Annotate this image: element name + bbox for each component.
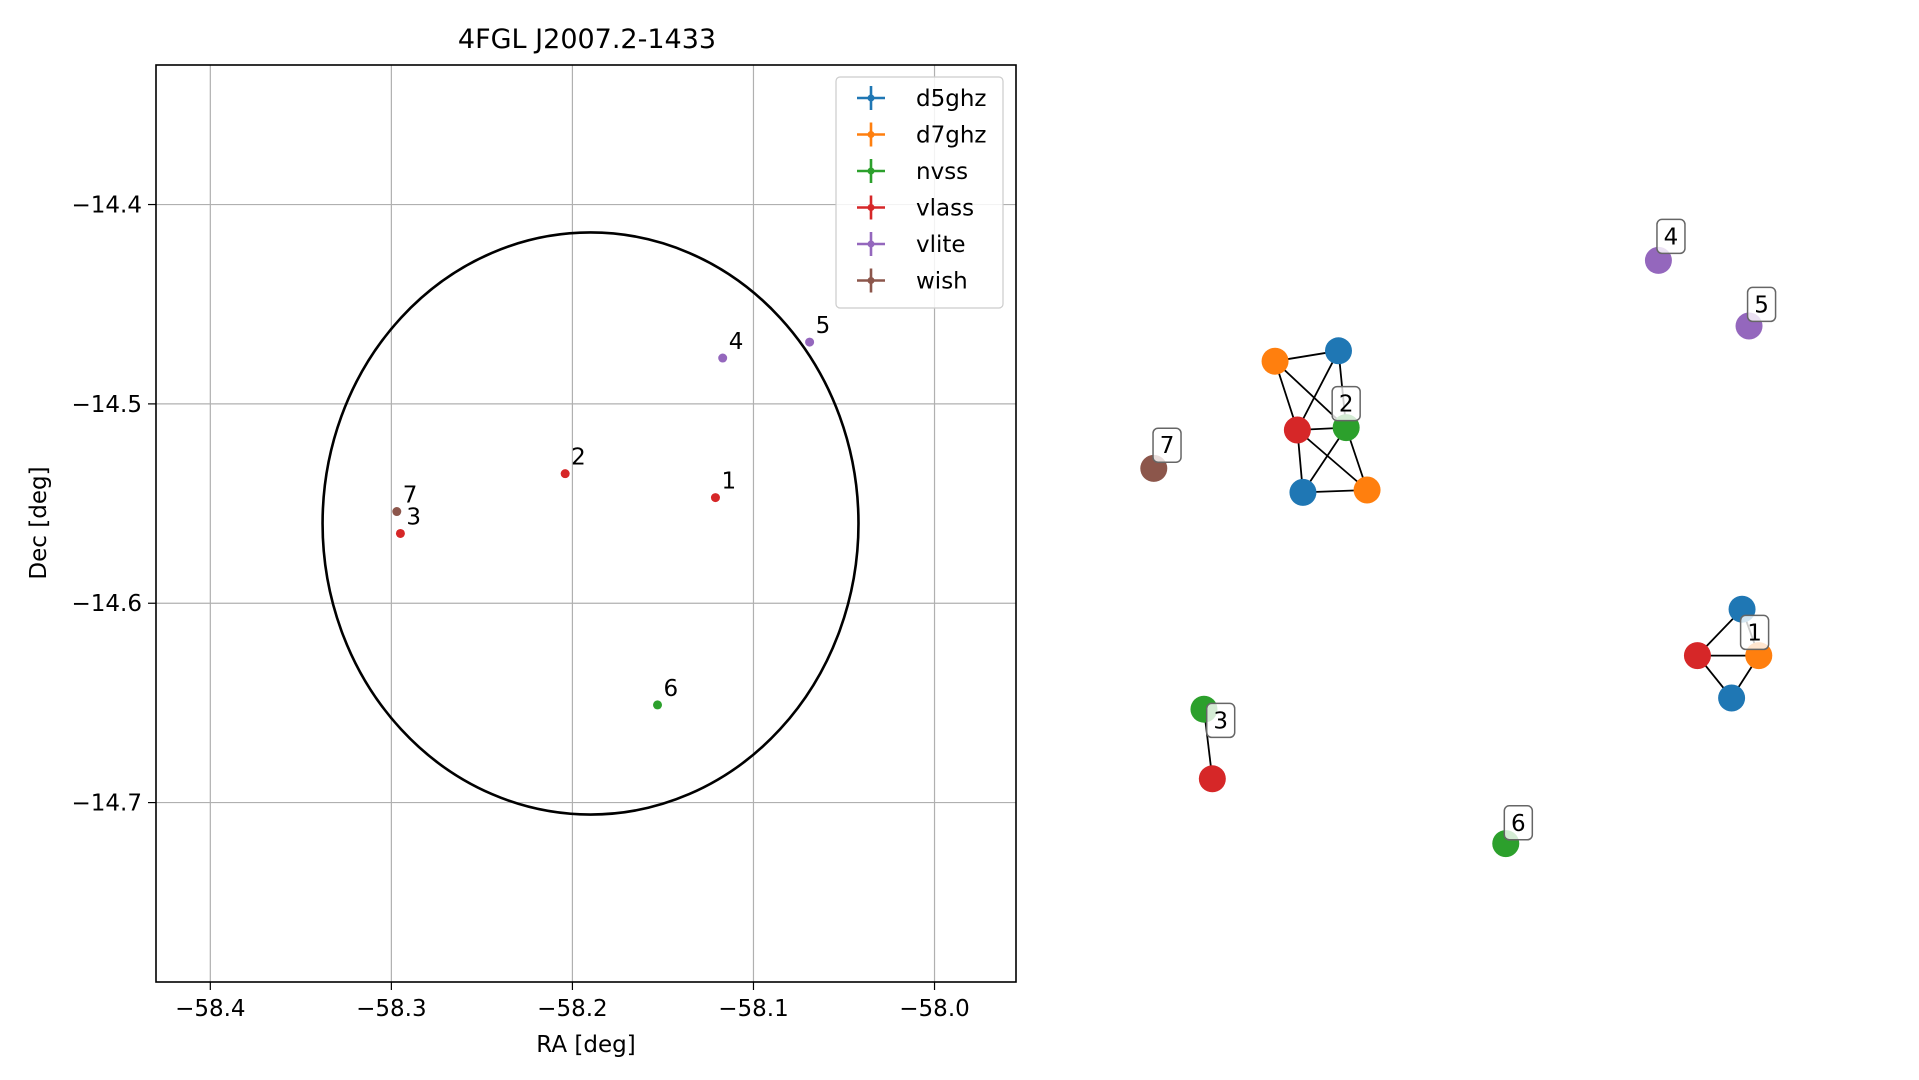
node-label-1: 1 — [1747, 620, 1762, 646]
node-label-box — [1152, 427, 1182, 463]
source-points: 1 2 3 4 5 6 7 — [392, 313, 831, 710]
source-point-6 — [653, 700, 663, 710]
node-label-box — [1503, 805, 1534, 841]
edge — [1296, 350, 1340, 431]
source-point-1 — [710, 493, 720, 503]
node-label-box — [1205, 702, 1236, 739]
y-tick-label: −14.6 — [72, 591, 142, 617]
source-label-4: 4 — [729, 329, 744, 355]
edge — [1296, 429, 1368, 491]
node-label-2: 2 — [1339, 392, 1354, 418]
legend-marker-dot — [867, 131, 875, 138]
source-point-4 — [718, 353, 728, 363]
legend-entry-wish: wish — [916, 269, 968, 295]
x-axis-label: RA [deg] — [536, 1032, 635, 1058]
y-axis-label: Dec [deg] — [26, 466, 52, 579]
node-label-7: 7 — [1160, 433, 1175, 459]
node-label-box — [1331, 385, 1361, 422]
legend-marker-dot — [867, 204, 875, 211]
axis-ticks: −58.4 −58.3 −58.2 −58.1 −58.0 −14.4 −14.5 −14.6… — [72, 193, 970, 1022]
legend-marker-dot — [867, 240, 875, 248]
x-tick-label: −58.2 — [537, 996, 607, 1022]
legend-entry-vlite: vlite — [916, 232, 966, 258]
node-a3 — [1283, 416, 1311, 444]
y-tick-label: −14.5 — [72, 392, 142, 418]
legend: d5ghz d7ghz nvss vlass vlite wish — [835, 76, 1004, 309]
ellipse — [321, 231, 860, 816]
y-tick-label: −14.4 — [72, 193, 142, 219]
node-b2 — [1683, 642, 1711, 670]
x-tick-label: −58.1 — [718, 996, 788, 1022]
node-label-6: 6 — [1511, 811, 1526, 837]
localization-ellipse — [321, 231, 860, 816]
legend-marker-dot — [867, 277, 875, 284]
node-c2 — [1198, 765, 1226, 793]
source-label-7: 7 — [403, 483, 418, 509]
legend-entry-d7ghz: d7ghz — [916, 123, 986, 149]
x-tick-label: −58.4 — [175, 996, 245, 1022]
node-a6 — [1353, 476, 1381, 504]
legend-entry-vlass: vlass — [916, 196, 974, 222]
node-label-box — [1656, 218, 1686, 255]
chart-title: 4FGL J2007.2-1433 — [458, 24, 716, 55]
source-point-5 — [805, 337, 815, 347]
source-point-3 — [395, 528, 405, 538]
node-a5 — [1289, 478, 1317, 506]
source-label-2: 2 — [571, 445, 586, 471]
source-label-1: 1 — [721, 469, 736, 495]
node-label-box — [1739, 614, 1770, 651]
legend-entry-d5ghz: d5ghz — [916, 86, 986, 112]
node-label-4: 4 — [1664, 224, 1679, 250]
legend-entry-nvss: nvss — [916, 159, 968, 185]
source-point-2 — [560, 469, 570, 479]
match-network: 2 1 3 4 5 6 7 — [1140, 218, 1777, 858]
node-b4 — [1718, 684, 1746, 712]
node-a1 — [1261, 347, 1289, 375]
node-label-3: 3 — [1213, 708, 1228, 734]
axes-frame — [155, 64, 1017, 983]
source-label-5: 5 — [816, 313, 831, 339]
legend-marker-dot — [867, 94, 875, 102]
node-label-box — [1746, 286, 1777, 323]
node-label-5: 5 — [1754, 292, 1769, 318]
x-tick-label: −58.0 — [899, 996, 969, 1022]
node-a2 — [1324, 337, 1352, 365]
x-tick-label: −58.3 — [356, 996, 426, 1022]
source-label-6: 6 — [664, 676, 679, 702]
y-tick-label: −14.7 — [72, 791, 142, 817]
legend-marker-dot — [867, 167, 875, 175]
source-label-3: 3 — [406, 504, 421, 530]
source-point-7 — [392, 507, 402, 517]
